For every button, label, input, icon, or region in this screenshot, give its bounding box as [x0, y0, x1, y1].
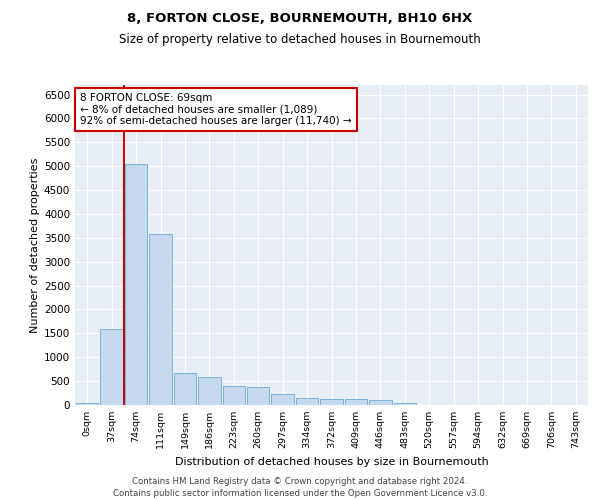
Text: Contains HM Land Registry data © Crown copyright and database right 2024.: Contains HM Land Registry data © Crown c… [132, 477, 468, 486]
Bar [125, 164, 148, 405]
X-axis label: Distribution of detached houses by size in Bournemouth: Distribution of detached houses by size … [175, 456, 488, 466]
Bar [369, 400, 392, 405]
Bar [271, 394, 294, 405]
Bar [198, 377, 221, 405]
Bar [223, 386, 245, 405]
Bar [394, 402, 416, 405]
Text: 8 FORTON CLOSE: 69sqm
← 8% of detached houses are smaller (1,089)
92% of semi-de: 8 FORTON CLOSE: 69sqm ← 8% of detached h… [80, 93, 352, 126]
Text: Size of property relative to detached houses in Bournemouth: Size of property relative to detached ho… [119, 32, 481, 46]
Bar [149, 234, 172, 405]
Bar [247, 387, 269, 405]
Bar [320, 399, 343, 405]
Text: 8, FORTON CLOSE, BOURNEMOUTH, BH10 6HX: 8, FORTON CLOSE, BOURNEMOUTH, BH10 6HX [127, 12, 473, 26]
Bar [76, 402, 98, 405]
Bar [296, 398, 319, 405]
Bar [100, 328, 123, 405]
Bar [173, 372, 196, 405]
Y-axis label: Number of detached properties: Number of detached properties [30, 158, 40, 332]
Text: Contains public sector information licensed under the Open Government Licence v3: Contains public sector information licen… [113, 488, 487, 498]
Bar [344, 399, 367, 405]
